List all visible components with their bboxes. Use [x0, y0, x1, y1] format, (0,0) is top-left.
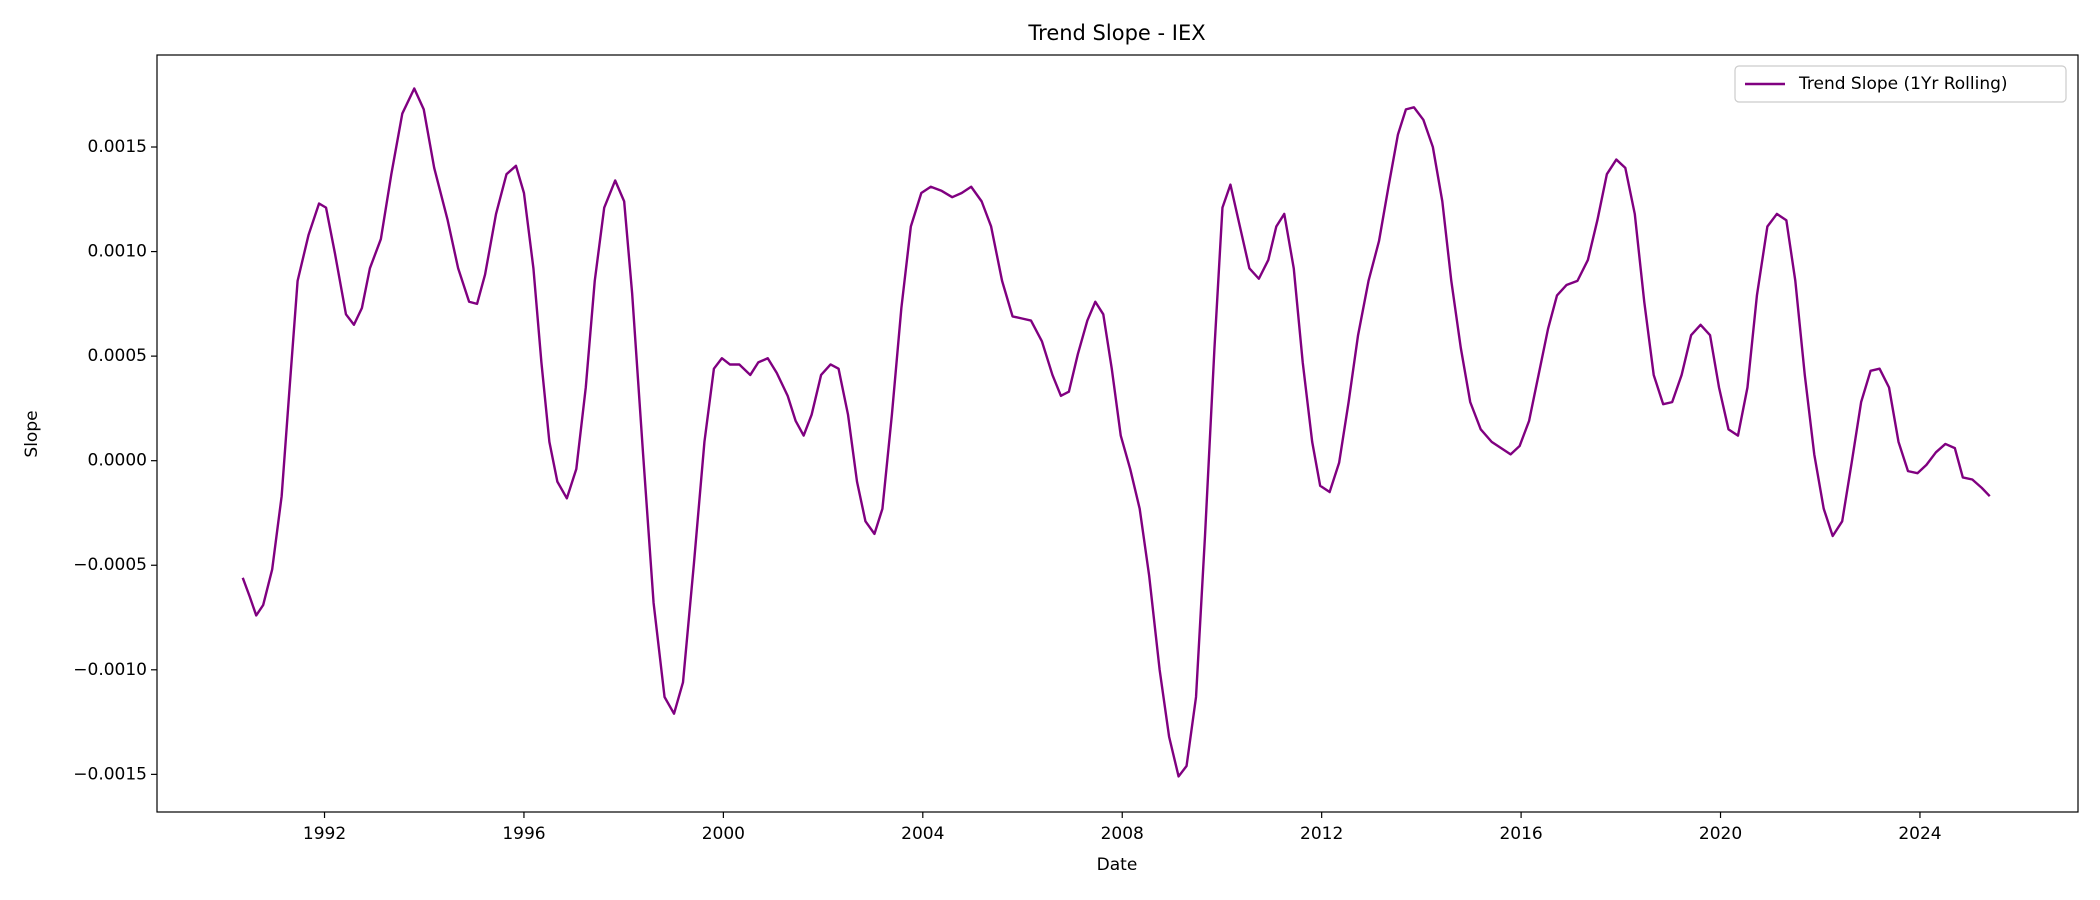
plot-frame — [156, 54, 2079, 813]
x-tick-label: 2008 — [1101, 824, 1144, 844]
y-tick-label: −0.0015 — [73, 764, 147, 784]
y-axis-label: Slope — [22, 410, 42, 457]
series-line — [241, 87, 1991, 778]
y-tick-label: −0.0010 — [73, 660, 147, 680]
y-tick-label: 0.0005 — [88, 346, 147, 366]
x-tick-label: 1992 — [303, 824, 346, 844]
x-tick-label: 2020 — [1699, 824, 1742, 844]
y-tick-label: −0.0005 — [73, 555, 147, 575]
x-tick-label: 2024 — [1898, 824, 1941, 844]
y-tick-label: 0.0015 — [88, 137, 147, 157]
x-tick-label: 2000 — [702, 824, 745, 844]
chart-title: Trend Slope - IEX — [1027, 21, 1205, 45]
legend-label: Trend Slope (1Yr Rolling) — [1798, 74, 2008, 94]
legend-box — [1734, 65, 2067, 103]
x-tick-label: 1996 — [502, 824, 545, 844]
x-tick-label: 2016 — [1499, 824, 1542, 844]
x-tick-label: 2012 — [1300, 824, 1343, 844]
y-tick-label: 0.0000 — [88, 451, 147, 471]
x-axis-label: Date — [1097, 855, 1138, 875]
x-tick-label: 2004 — [901, 824, 944, 844]
y-tick-label: 0.0010 — [88, 242, 147, 262]
